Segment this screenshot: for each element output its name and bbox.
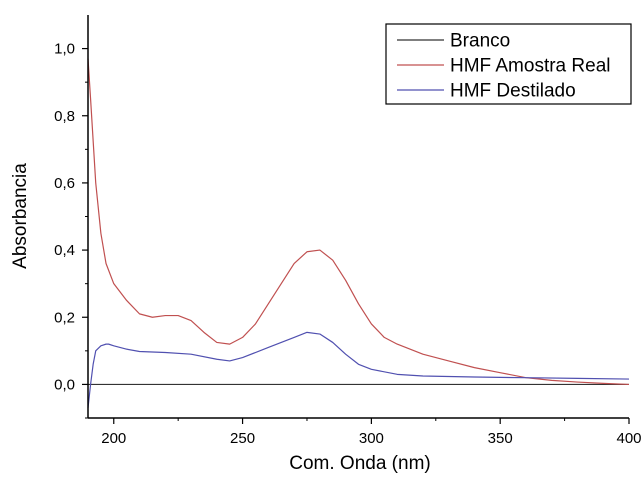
y-tick-label: 0,6 bbox=[54, 175, 75, 192]
x-tick-label: 250 bbox=[230, 430, 255, 447]
y-tick-label: 0,8 bbox=[54, 108, 75, 125]
x-tick-label: 300 bbox=[359, 430, 384, 447]
y-tick-label: 1,0 bbox=[54, 41, 75, 58]
y-tick-label: 0,0 bbox=[54, 376, 75, 393]
legend-label-branco: Branco bbox=[450, 31, 510, 52]
legend: Branco HMF Amostra Real HMF Destilado bbox=[385, 23, 632, 105]
legend-label-hmf-destilado: HMF Destilado bbox=[450, 81, 576, 102]
x-tick-label: 400 bbox=[616, 430, 641, 447]
series-line-hmf-amostra-real bbox=[87, 58, 630, 386]
series-line-hmf-destilado bbox=[87, 331, 630, 408]
x-axis-title: Com. Onda (nm) bbox=[289, 453, 430, 474]
legend-box bbox=[385, 23, 632, 105]
y-axis-title: Absorbancia bbox=[10, 163, 31, 269]
plot-lines bbox=[87, 58, 630, 408]
legend-label-hmf-amostra-real: HMF Amostra Real bbox=[450, 56, 610, 77]
y-tick-label: 0,4 bbox=[54, 242, 75, 259]
x-tick-label: 200 bbox=[101, 430, 126, 447]
y-tick-label: 0,2 bbox=[54, 309, 75, 326]
x-tick-label: 350 bbox=[488, 430, 513, 447]
ticks: 200 250 300 350 400 0,0 0,2 0,4 0,6 0,8 1,0 bbox=[54, 41, 641, 447]
